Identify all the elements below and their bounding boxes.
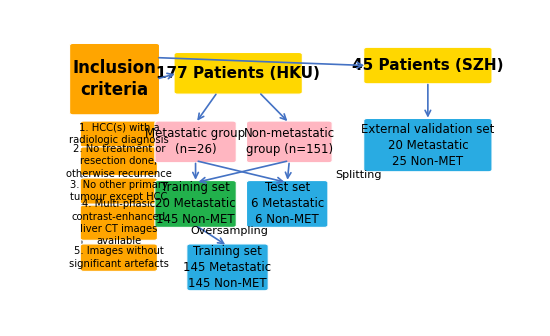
FancyBboxPatch shape bbox=[80, 205, 157, 240]
Text: 2. No treatment or
resection done,
otherwise recurrence: 2. No treatment or resection done, other… bbox=[66, 144, 172, 179]
FancyBboxPatch shape bbox=[155, 180, 236, 227]
Text: Training set
145 Metastatic
145 Non-MET: Training set 145 Metastatic 145 Non-MET bbox=[184, 245, 272, 290]
FancyBboxPatch shape bbox=[364, 47, 492, 84]
FancyBboxPatch shape bbox=[246, 180, 328, 227]
Text: 4. Multi-phasic
contrast-enhanced
liver CT images
available: 4. Multi-phasic contrast-enhanced liver … bbox=[72, 199, 166, 246]
FancyBboxPatch shape bbox=[80, 121, 157, 147]
FancyBboxPatch shape bbox=[155, 121, 236, 163]
FancyBboxPatch shape bbox=[70, 43, 160, 115]
Text: 177 Patients (HKU): 177 Patients (HKU) bbox=[156, 66, 320, 81]
Text: Oversampling: Oversampling bbox=[190, 226, 268, 236]
FancyBboxPatch shape bbox=[187, 244, 268, 291]
Text: Training set
20 Metastatic
145 Non-MET: Training set 20 Metastatic 145 Non-MET bbox=[155, 181, 236, 226]
Text: 3. No other primary
tumour except HCC: 3. No other primary tumour except HCC bbox=[70, 180, 168, 202]
FancyBboxPatch shape bbox=[364, 119, 492, 172]
Text: Non-metastatic
group (n=151): Non-metastatic group (n=151) bbox=[244, 127, 335, 156]
FancyBboxPatch shape bbox=[80, 244, 157, 271]
FancyBboxPatch shape bbox=[80, 178, 157, 204]
Text: Splitting: Splitting bbox=[335, 170, 382, 180]
Text: 45 Patients (SZH): 45 Patients (SZH) bbox=[352, 58, 504, 73]
FancyBboxPatch shape bbox=[246, 121, 332, 163]
FancyBboxPatch shape bbox=[80, 147, 157, 176]
Text: Metastatic group
(n=26): Metastatic group (n=26) bbox=[146, 127, 246, 156]
Text: External validation set
20 Metastatic
25 Non-MET: External validation set 20 Metastatic 25… bbox=[361, 123, 494, 168]
FancyBboxPatch shape bbox=[174, 52, 302, 94]
Text: Test set
6 Metastatic
6 Non-MET: Test set 6 Metastatic 6 Non-MET bbox=[251, 181, 324, 226]
Text: 5. Images without
significant artefacts: 5. Images without significant artefacts bbox=[69, 246, 169, 269]
Text: 1. HCC(s) with a
radiologic diagnosis: 1. HCC(s) with a radiologic diagnosis bbox=[69, 123, 169, 145]
Text: Inclusion
criteria: Inclusion criteria bbox=[73, 59, 157, 99]
